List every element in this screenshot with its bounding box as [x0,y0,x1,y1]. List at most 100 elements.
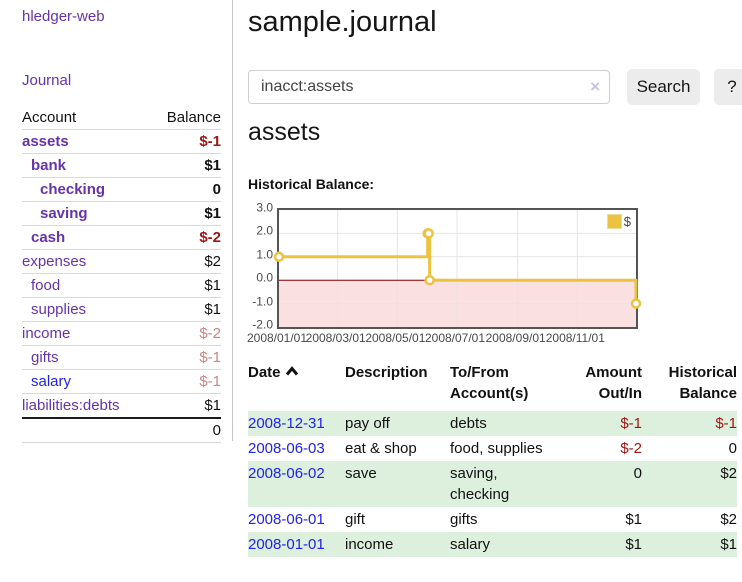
transaction-row: 2008-06-02 save saving, checking 0 $2 [248,461,737,507]
transaction-balance: $2 [720,511,737,528]
sidebar-account-row: bank $1 [22,153,221,177]
chart-plot-area: $ [273,208,642,329]
x-axis-tick-label: 2008/09/01 [485,331,546,345]
transaction-description: save [345,461,450,507]
help-button[interactable]: ? [714,69,742,105]
account-balance: $1 [204,157,221,174]
transaction-description: gift [345,511,366,528]
account-balance: $1 [204,277,221,294]
sidebar-table-header: Account Balance [22,105,221,129]
transaction-amount: $1 [625,511,642,528]
sidebar-account-row: cash $-2 [22,225,221,249]
transaction-amount: $-1 [570,411,642,436]
search-input[interactable] [248,70,610,104]
chart-y-axis: 3.0 2.0 1.0 0.0 -1.0 -2.0 [241,201,273,332]
sidebar-account-row: checking 0 [22,177,221,201]
sidebar-account-link-food[interactable]: food [31,277,61,294]
transaction-accounts: salary [450,532,570,557]
sidebar-account-row: supplies $1 [22,297,221,321]
sidebar-account-link-bank[interactable]: bank [31,157,67,174]
sidebar-account-row: income $-2 [22,321,221,345]
transaction-date-link[interactable]: 2008-06-03 [248,440,325,457]
account-balance: $-1 [199,349,221,366]
transaction-date-link[interactable]: 2008-01-01 [248,536,325,553]
sidebar-account-link-checking[interactable]: checking [40,181,106,198]
account-heading: assets [248,118,321,146]
y-axis-tick-label: 2.0 [256,224,273,239]
sidebar-account-link-expenses[interactable]: expenses [22,253,87,270]
y-axis-tick-label: -2.0 [252,317,273,332]
search-input-wrap: × [248,70,610,104]
sidebar-account-link-supplies[interactable]: supplies [31,301,87,318]
balance-column-header: Historical Balance [668,364,737,402]
x-axis-tick-label: 2008/01/01 [246,331,308,345]
x-axis-tick-label: 2008/07/01 [424,331,486,345]
transaction-description: pay off [345,411,450,436]
account-balance: 0 [212,181,221,198]
transaction-description: eat & shop [345,440,417,457]
account-balance: $-2 [199,229,221,246]
x-axis-tick-label: 2008/03/01 [305,331,366,345]
sidebar-account-link-liabilities-debts[interactable]: liabilities:debts [22,397,120,414]
sidebar-account-link-salary[interactable]: salary [31,373,72,390]
app-title-link[interactable]: hledger-web [22,8,105,25]
y-axis-tick-label: 3.0 [256,200,273,215]
legend-swatch-icon [606,214,622,229]
chart-x-axis: 2008/01/01 2008/03/01 2008/05/01 2008/07/01… [247,331,634,347]
transaction-date-link[interactable]: 2008-06-01 [248,511,325,528]
transaction-accounts: saving, checking [450,461,570,507]
amount-column-header: Amount Out/In [585,364,642,402]
sidebar-account-row: liabilities:debts $1 [22,393,221,417]
sidebar-item-journal[interactable]: Journal [22,72,72,89]
transaction-accounts: debts [450,411,570,436]
sidebar-account-link-income[interactable]: income [22,325,71,342]
chart-title: Historical Balance: [248,176,375,192]
sidebar-account-link-saving[interactable]: saving [40,205,88,222]
transaction-date-link[interactable]: 2008-12-31 [248,415,325,432]
transaction-amount: 0 [570,461,642,507]
sort-ascending-icon [285,366,298,376]
transaction-accounts: gifts [450,511,478,528]
transaction-row: 2008-01-01 income salary $1 $1 [248,532,737,557]
account-balance: $-2 [199,325,221,342]
account-balance: $2 [204,253,221,270]
transaction-row: 2008-06-03 eat & shop food, supplies $-2… [248,436,737,461]
transaction-amount: $1 [570,532,642,557]
transaction-balance: $1 [642,532,737,557]
sidebar-accounts-table: Account Balance assets $-1 bank $1 check… [22,105,221,443]
y-axis-tick-label: -1.0 [252,294,273,309]
chart-legend: $ [605,213,632,230]
balance-column-header: Balance [166,108,221,126]
transaction-row: 2008-12-31 pay off debts $-1 $-1 [248,411,737,436]
account-column-header: Account [22,108,77,126]
sidebar: hledger-web Journal Account Balance asse… [0,0,233,443]
account-balance: $1 [204,301,221,318]
description-column-header: Description [345,364,428,381]
sidebar-account-row: gifts $-1 [22,345,221,369]
sidebar-total-row: 0 [22,417,221,443]
y-axis-tick-label: 0.0 [256,270,273,285]
y-axis-tick-label: 1.0 [256,247,273,262]
account-column-header: To/From Account(s) [450,364,529,402]
sidebar-account-link-cash[interactable]: cash [31,229,66,246]
transaction-accounts: food, supplies [450,440,543,457]
transaction-description: income [345,532,450,557]
page-title: sample.journal [248,6,437,38]
sidebar-account-row: expenses $2 [22,249,221,273]
transaction-date-link[interactable]: 2008-06-02 [248,465,325,482]
transaction-balance: $-1 [642,411,737,436]
transaction-row: 2008-06-01 gift gifts $1 $2 [248,507,737,532]
transaction-balance: $2 [642,461,737,507]
clear-search-icon[interactable]: × [590,77,600,96]
account-balance: $-1 [199,373,221,390]
search-button[interactable]: Search [627,69,700,105]
register-table: Date Description To/From Account(s) Amou… [248,362,737,557]
sidebar-account-link-assets[interactable]: assets [22,133,69,150]
sidebar-account-row: salary $-1 [22,369,221,393]
x-axis-tick-label: 2008/11/01 [545,331,605,345]
date-column-header[interactable]: Date [248,362,345,411]
sidebar-account-row: assets $-1 [22,129,221,153]
sidebar-account-link-gifts[interactable]: gifts [31,349,59,366]
chart-canvas [273,210,642,327]
